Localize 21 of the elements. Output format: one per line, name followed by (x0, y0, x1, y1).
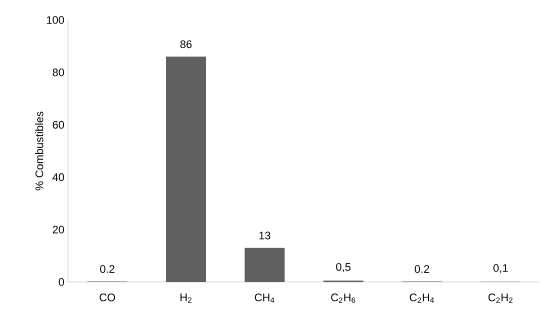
x-tick-label: H$_{2}$ (180, 294, 192, 303)
y-tick-label: 80 (52, 68, 64, 76)
data-label: 0,5 (336, 263, 350, 272)
y-tick-label: 40 (52, 173, 64, 182)
x-tick-label: C$_{2}$H$_{2}$ (488, 294, 512, 303)
data-label: 0.2 (100, 265, 114, 273)
bar (166, 56, 206, 282)
y-tick-label: 100 (46, 16, 64, 24)
x-tick-label: C$_{2}$H$_{6}$ (331, 294, 356, 303)
x-tick-label: CH$_{4}$ (254, 294, 274, 303)
data-label: 0.2 (414, 265, 430, 273)
x-tick-label: C$_{2}$H$_{4}$ (410, 294, 434, 303)
y-tick-label: 60 (52, 120, 64, 129)
y-axis-title: % Combustibles (35, 112, 44, 190)
data-label: 13 (259, 232, 270, 240)
data-label: 0,1 (493, 264, 508, 274)
bar (244, 248, 285, 282)
data-label: 86 (180, 40, 192, 48)
y-tick-label: 20 (52, 226, 64, 234)
x-tick-label: CO (100, 294, 116, 302)
y-tick-label: 0 (58, 278, 64, 286)
